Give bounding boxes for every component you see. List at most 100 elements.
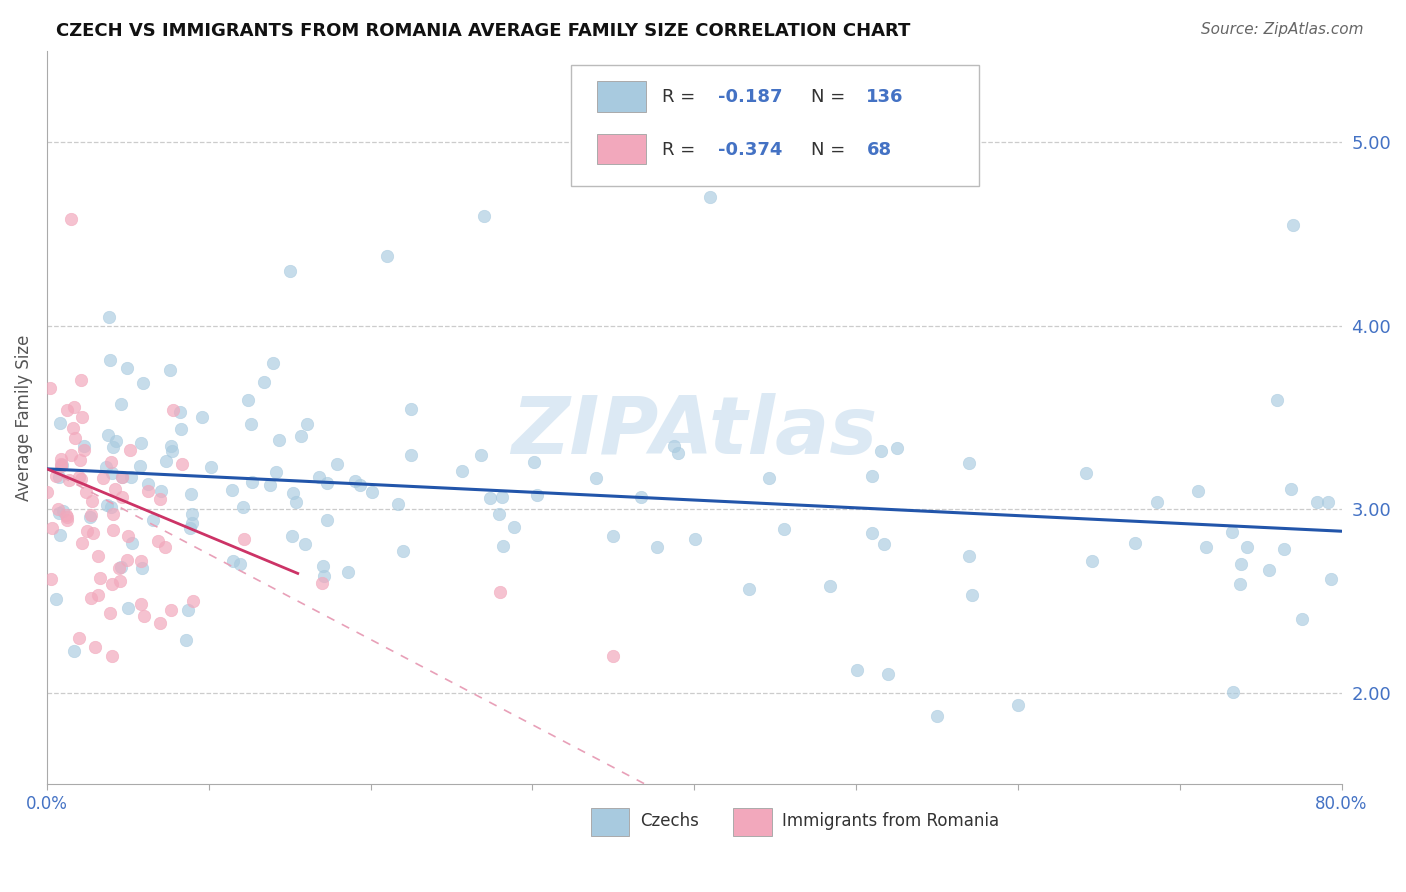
Text: R =: R = — [662, 141, 700, 159]
Point — [284, 495, 307, 509]
Point — [925, 709, 948, 723]
Point — [170, 457, 193, 471]
Point — [41, 521, 63, 535]
Point — [737, 582, 759, 596]
Point — [236, 392, 259, 407]
Point — [48, 502, 70, 516]
Point — [56, 510, 79, 524]
Point — [662, 438, 685, 452]
Text: Source: ZipAtlas.com: Source: ZipAtlas.com — [1201, 22, 1364, 37]
Point — [49, 451, 72, 466]
Point — [111, 470, 134, 484]
Point — [82, 494, 104, 508]
Point — [191, 410, 214, 425]
Point — [101, 576, 124, 591]
Point — [115, 361, 138, 376]
Point — [70, 372, 93, 386]
Point — [860, 526, 883, 541]
Point — [1080, 554, 1102, 568]
Point — [97, 310, 120, 324]
Point — [773, 523, 796, 537]
Point — [62, 421, 84, 435]
Point — [1257, 563, 1279, 577]
Point — [89, 571, 111, 585]
Point — [48, 416, 70, 430]
Point — [180, 487, 202, 501]
Point — [492, 539, 515, 553]
Point — [860, 469, 883, 483]
Point — [666, 446, 689, 460]
Point — [1229, 577, 1251, 591]
Point — [502, 520, 524, 534]
Point — [110, 470, 132, 484]
Point — [104, 482, 127, 496]
Point — [117, 600, 139, 615]
Point — [1220, 525, 1243, 540]
Y-axis label: Average Family Size: Average Family Size — [15, 334, 32, 500]
Point — [160, 444, 183, 458]
Point — [491, 490, 513, 504]
Point — [451, 464, 474, 478]
Point — [56, 402, 79, 417]
Point — [160, 602, 183, 616]
Point — [55, 508, 77, 522]
Point — [174, 632, 197, 647]
Point — [179, 521, 201, 535]
Point — [153, 540, 176, 554]
Text: N =: N = — [811, 88, 851, 106]
Text: -0.187: -0.187 — [717, 88, 782, 106]
Point — [129, 597, 152, 611]
Point — [97, 428, 120, 442]
Point — [699, 190, 721, 204]
Point — [387, 497, 409, 511]
Point — [375, 249, 398, 263]
Point — [281, 485, 304, 500]
Point — [79, 510, 101, 524]
Text: N =: N = — [811, 141, 851, 159]
Point — [870, 443, 893, 458]
Point — [349, 477, 371, 491]
Point — [399, 448, 422, 462]
Point — [294, 537, 316, 551]
Point — [100, 454, 122, 468]
Point — [131, 561, 153, 575]
Point — [110, 559, 132, 574]
Point — [70, 536, 93, 550]
Text: 136: 136 — [866, 88, 904, 106]
Point — [1195, 540, 1218, 554]
Point — [523, 454, 546, 468]
Point — [80, 591, 103, 606]
Point — [326, 458, 349, 472]
Point — [308, 470, 330, 484]
Text: Czechs: Czechs — [640, 812, 699, 830]
Point — [470, 449, 492, 463]
Point — [100, 500, 122, 514]
Point — [1282, 218, 1305, 232]
Point — [75, 485, 97, 500]
Point — [101, 507, 124, 521]
Point — [101, 440, 124, 454]
Point — [38, 380, 60, 394]
Point — [391, 544, 413, 558]
Point — [87, 589, 110, 603]
Point — [138, 477, 160, 491]
Point — [73, 443, 96, 458]
Point — [489, 584, 512, 599]
Point — [232, 500, 254, 514]
Point — [121, 536, 143, 550]
Point — [52, 504, 75, 518]
Point — [264, 465, 287, 479]
Point — [45, 469, 67, 483]
Point — [169, 405, 191, 419]
Point — [150, 484, 173, 499]
Point — [160, 439, 183, 453]
Point — [181, 594, 204, 608]
Point — [67, 469, 90, 483]
Point — [146, 533, 169, 548]
FancyBboxPatch shape — [571, 65, 979, 186]
Point — [343, 475, 366, 489]
Point — [240, 417, 263, 432]
Point — [94, 460, 117, 475]
Point — [49, 459, 72, 474]
Point — [360, 484, 382, 499]
